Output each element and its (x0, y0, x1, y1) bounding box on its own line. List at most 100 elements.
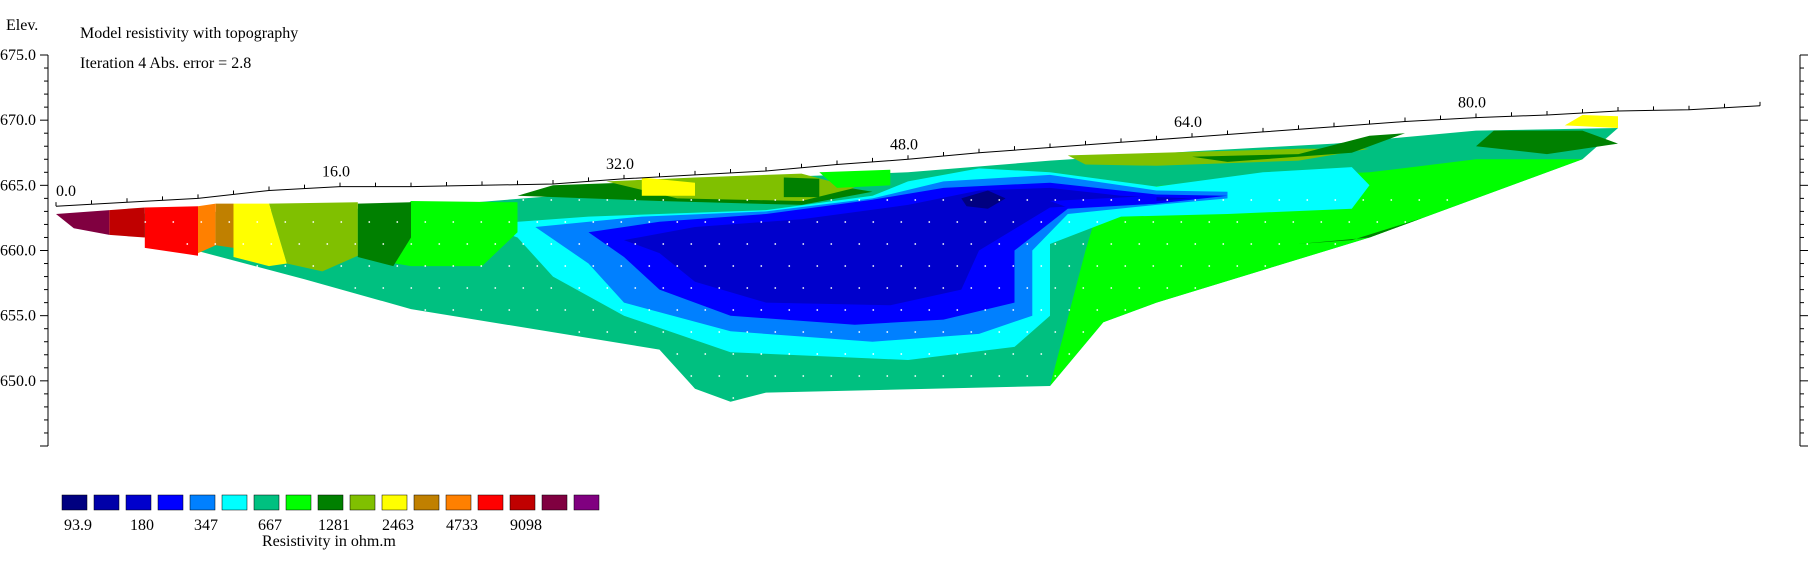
model-blocks (144, 199, 1449, 399)
model-block-point (536, 309, 539, 311)
x-tick-label: 0.0 (56, 183, 76, 200)
model-block-point (914, 331, 917, 333)
model-block-point (368, 265, 371, 267)
model-block-point (634, 243, 637, 245)
model-block-point (1096, 265, 1099, 267)
model-block-point (1376, 221, 1379, 223)
resistivity-region-5 (641, 177, 695, 196)
model-block-point (690, 199, 693, 201)
model-block-point (690, 375, 693, 377)
model-block-point (760, 265, 763, 267)
model-block-point (970, 243, 973, 245)
legend-swatch (221, 494, 248, 511)
model-block-point (1026, 287, 1029, 289)
resistivity-region-21 (233, 203, 287, 267)
model-block-point (354, 287, 357, 289)
model-block-point (1306, 199, 1309, 201)
model-block-point (914, 375, 917, 377)
model-block-point (704, 221, 707, 223)
model-block-point (802, 287, 805, 289)
model-block-point (1390, 199, 1393, 201)
model-block-point (578, 287, 581, 289)
legend-swatch (253, 494, 280, 511)
model-block-point (830, 331, 833, 333)
model-block-point (872, 309, 875, 311)
model-block-point (1054, 243, 1057, 245)
model-block-point (200, 221, 203, 223)
model-block-point (1166, 199, 1169, 201)
model-block-point (1054, 199, 1057, 201)
model-block-point (648, 309, 651, 311)
model-block-point (1236, 221, 1239, 223)
model-block-point (774, 287, 777, 289)
model-block-point (998, 331, 1001, 333)
legend-label: 180 (130, 517, 154, 534)
model-block-point (452, 309, 455, 311)
model-block-point (284, 265, 287, 267)
model-block-point (1278, 243, 1281, 245)
model-block-point (662, 199, 665, 201)
model-block-point (774, 375, 777, 377)
model-block-point (928, 221, 931, 223)
model-block-point (886, 331, 889, 333)
model-block-point (606, 199, 609, 201)
legend-label: 4733 (446, 517, 478, 534)
model-block-point (522, 243, 525, 245)
model-block-point (396, 221, 399, 223)
model-block-point (312, 221, 315, 223)
model-block-point (830, 199, 833, 201)
model-block-point (1138, 199, 1141, 201)
model-block-point (578, 331, 581, 333)
model-block-point (676, 265, 679, 267)
model-block-point (970, 199, 973, 201)
model-block-point (1026, 199, 1029, 201)
legend-swatch (189, 494, 216, 511)
model-block-point (746, 199, 749, 201)
model-block-point (634, 287, 637, 289)
model-block-point (900, 265, 903, 267)
model-block-point (970, 331, 973, 333)
model-block-point (732, 397, 735, 399)
legend-swatch (349, 494, 376, 511)
model-block-point (816, 265, 819, 267)
model-block-point (984, 265, 987, 267)
model-block-point (1250, 243, 1253, 245)
model-block-point (956, 353, 959, 355)
model-block-point (690, 243, 693, 245)
model-block-point (1208, 221, 1211, 223)
model-block-point (1082, 243, 1085, 245)
model-block-point (578, 199, 581, 201)
model-block-point (956, 265, 959, 267)
legend-title: Resistivity in ohm.m (262, 533, 396, 550)
model-block-point (1110, 243, 1113, 245)
model-block-point (382, 287, 385, 289)
model-block-point (928, 353, 931, 355)
model-block-point (774, 199, 777, 201)
model-block-point (382, 243, 385, 245)
model-block-point (1026, 243, 1029, 245)
model-block-point (1222, 199, 1225, 201)
model-block-point (452, 221, 455, 223)
model-block-point (1068, 309, 1071, 311)
model-block-point (1110, 199, 1113, 201)
model-block-point (508, 309, 511, 311)
model-block-point (802, 375, 805, 377)
model-block-point (480, 265, 483, 267)
model-block-point (494, 287, 497, 289)
model-block-point (1418, 199, 1421, 201)
legend-swatch (413, 494, 440, 511)
model-block-point (1040, 221, 1043, 223)
resistivity-region-15 (624, 187, 1192, 306)
model-block-point (298, 243, 301, 245)
model-block-point (1194, 243, 1197, 245)
model-block-point (1068, 265, 1071, 267)
model-block-point (620, 221, 623, 223)
model-block-point (1012, 309, 1015, 311)
model-block-point (550, 243, 553, 245)
model-block-point (1180, 221, 1183, 223)
model-block-point (872, 353, 875, 355)
model-block-point (760, 221, 763, 223)
model-block-point (858, 199, 861, 201)
model-block-point (1278, 199, 1281, 201)
model-block-point (914, 243, 917, 245)
